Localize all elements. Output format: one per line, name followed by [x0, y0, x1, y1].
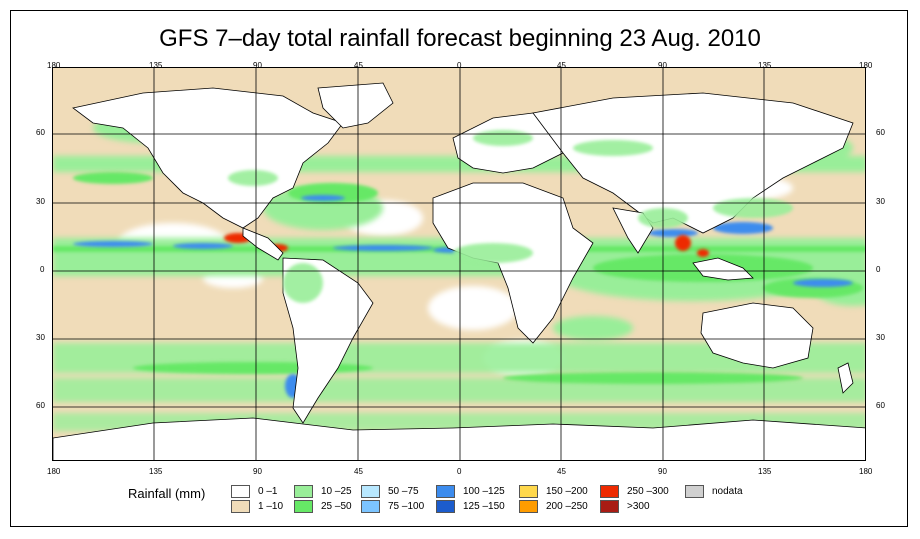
legend-swatch [436, 500, 455, 513]
legend-swatch [294, 485, 313, 498]
legend-label: >300 [627, 501, 650, 512]
legend-label: 10 –25 [321, 486, 352, 497]
land-masses [53, 82, 865, 460]
legend-title: Rainfall (mm) [128, 486, 206, 501]
lon-label-top: 45 [557, 61, 566, 70]
legend-label: 0 –1 [258, 486, 278, 497]
lat-label-right: 60 [876, 401, 885, 410]
legend-label: 75 –100 [388, 501, 425, 512]
lon-label-bottom: 180 [47, 467, 61, 476]
legend-label: 200 –250 [546, 501, 588, 512]
lat-label-left: 0 [40, 265, 45, 274]
legend-swatch [519, 485, 538, 498]
map-title: GFS 7–day total rainfall forecast beginn… [159, 25, 761, 52]
legend-label: 125 –150 [463, 501, 505, 512]
legend-swatch [600, 500, 619, 513]
lon-label-top: 45 [354, 61, 363, 70]
lon-label-bottom: 45 [557, 467, 566, 476]
legend-swatch [231, 485, 250, 498]
legend-swatch [519, 500, 538, 513]
lat-label-right: 30 [876, 333, 885, 342]
lon-label-bottom: 180 [859, 467, 873, 476]
legend-label: nodata [712, 486, 743, 497]
lat-label-left: 60 [36, 128, 45, 137]
legend-swatch [361, 500, 380, 513]
legend-swatch [436, 485, 455, 498]
lon-label-bottom: 90 [658, 467, 667, 476]
legend-swatch [600, 485, 619, 498]
legend-label: 250 –300 [627, 486, 669, 497]
lon-label-top: 90 [253, 61, 262, 70]
lon-label-top: 90 [658, 61, 667, 70]
lon-label-top: 0 [457, 61, 462, 70]
lon-label-top: 180 [47, 61, 61, 70]
lat-label-right: 60 [876, 128, 885, 137]
lat-label-left: 30 [36, 197, 45, 206]
legend-swatch [231, 500, 250, 513]
lat-label-left: 30 [36, 333, 45, 342]
legend-label: 25 –50 [321, 501, 352, 512]
lat-label-right: 0 [876, 265, 881, 274]
lon-label-bottom: 45 [354, 467, 363, 476]
lat-label-right: 30 [876, 197, 885, 206]
lon-label-bottom: 135 [758, 467, 772, 476]
legend-swatch [294, 500, 313, 513]
legend-swatch [361, 485, 380, 498]
legend-label: 150 –200 [546, 486, 588, 497]
legend-label: 50 –75 [388, 486, 419, 497]
figure-frame [10, 10, 908, 527]
lon-label-top: 135 [149, 61, 163, 70]
rainfall-map [52, 67, 866, 461]
lon-label-top: 180 [859, 61, 873, 70]
lon-label-bottom: 0 [457, 467, 462, 476]
lon-label-bottom: 135 [149, 467, 163, 476]
lon-label-top: 135 [758, 61, 772, 70]
legend-label: 1 –10 [258, 501, 284, 512]
legend-swatch [685, 485, 704, 498]
map-svg [53, 68, 865, 460]
lon-label-bottom: 90 [253, 467, 262, 476]
lat-label-left: 60 [36, 401, 45, 410]
legend-label: 100 –125 [463, 486, 505, 497]
graticule [53, 68, 865, 460]
